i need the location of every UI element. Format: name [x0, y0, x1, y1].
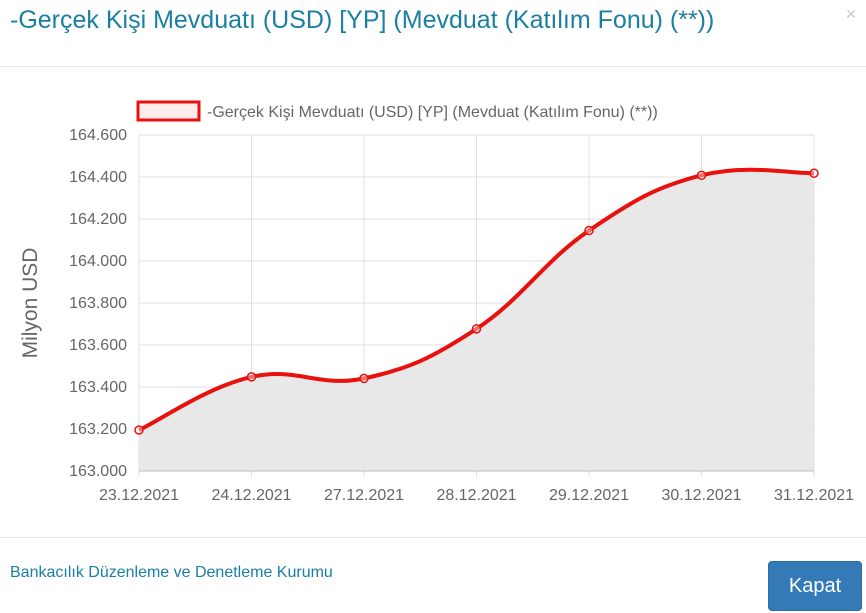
y-tick-label: 163.400	[69, 379, 127, 396]
y-tick-label: 164.000	[69, 253, 127, 270]
close-icon[interactable]: ×	[845, 4, 857, 24]
data-point	[809, 168, 819, 178]
data-point	[246, 372, 257, 382]
x-tick-label: 28.12.2021	[436, 487, 516, 504]
x-tick-label: 29.12.2021	[549, 487, 629, 504]
x-tick-label: 31.12.2021	[774, 487, 854, 504]
series-line	[138, 167, 815, 432]
data-point	[696, 170, 707, 181]
y-tick-label: 163.600	[69, 337, 127, 354]
x-tick-label: 24.12.2021	[211, 487, 291, 504]
chart-container: 164.600 164.400 164.200 164.000 163.800 163.6…	[0, 66, 866, 536]
modal-header: -Gerçek Kişi Mevduatı (USD) [YP] (Mevdua…	[0, 0, 866, 67]
data-point	[584, 225, 594, 236]
data-point	[134, 425, 144, 435]
x-tick-label: 27.12.2021	[324, 487, 404, 504]
legend-swatch	[136, 100, 201, 122]
y-tick-label: 164.600	[69, 127, 127, 144]
y-tick-label: 163.200	[69, 421, 127, 438]
x-tick-label: 30.12.2021	[661, 487, 741, 504]
y-tick-label: 164.200	[69, 211, 127, 228]
legend-label: -Gerçek Kişi Mevduatı (USD) [YP] (Mevdua…	[207, 104, 658, 121]
line-chart: 164.600 164.400 164.200 164.000 163.800 163.6…	[19, 100, 854, 504]
modal-footer: Bankacılık Düzenleme ve Denetleme Kurumu…	[0, 537, 866, 613]
x-tick-label: 23.12.2021	[99, 487, 179, 504]
y-tick-label: 163.000	[69, 463, 127, 480]
close-button[interactable]: Kapat	[768, 561, 862, 611]
modal-title: -Gerçek Kişi Mevduatı (USD) [YP] (Mevdua…	[10, 6, 715, 34]
y-tick-label: 164.400	[69, 169, 127, 186]
series-area-fill	[139, 169, 814, 471]
y-axis-title: Milyon USD	[19, 248, 42, 359]
footer-institution-name: Bankacılık Düzenleme ve Denetleme Kurumu	[10, 564, 333, 581]
data-point	[359, 373, 369, 384]
data-point	[471, 324, 482, 334]
y-tick-label: 163.800	[69, 295, 127, 312]
